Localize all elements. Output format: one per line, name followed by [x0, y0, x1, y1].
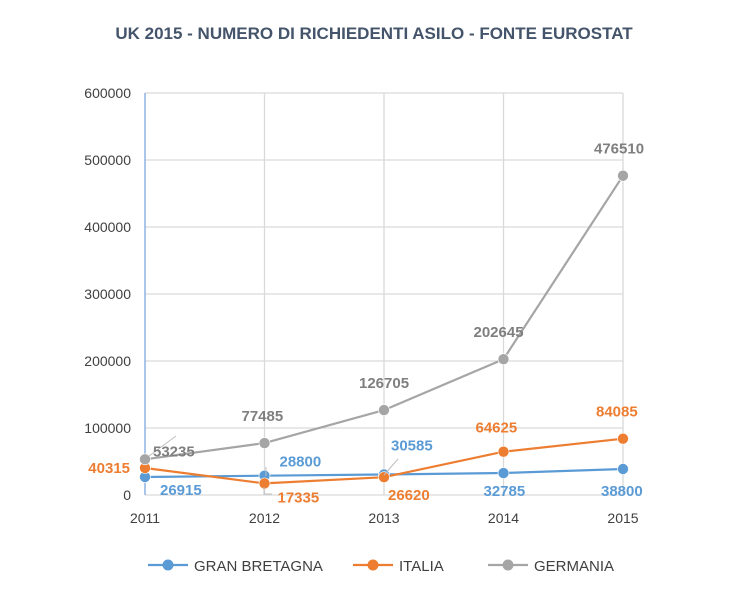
data-label: 40315: [88, 460, 130, 477]
y-tick-label: 0: [123, 487, 131, 503]
data-point: [617, 169, 629, 182]
y-tick-label: 100000: [84, 420, 131, 436]
legend-marker: [162, 559, 174, 571]
data-label: 38800: [601, 483, 643, 500]
chart-title: UK 2015 - NUMERO DI RICHIEDENTI ASILO - …: [115, 24, 633, 43]
data-point: [378, 404, 390, 416]
x-tick-label: 2012: [249, 510, 280, 526]
y-tick-label: 200000: [84, 353, 131, 369]
data-labels: 26915 28800 30585 32785 38800 40315 17335 26620…: [88, 141, 644, 507]
label-leader-line: [263, 487, 272, 495]
legend-label: ITALIA: [399, 558, 444, 575]
y-tick-label: 600000: [84, 85, 131, 101]
data-point: [617, 463, 629, 475]
axes: 0 100000 200000 300000 400000 500000 600000 201…: [84, 85, 638, 526]
y-tick-label: 300000: [84, 286, 131, 302]
data-point: [378, 471, 390, 483]
legend-item: ITALIA: [353, 558, 444, 575]
data-label: 126705: [359, 375, 409, 392]
y-tick-label: 400000: [84, 219, 131, 235]
data-label: 64625: [476, 420, 518, 437]
data-label: 30585: [391, 438, 433, 455]
x-tick-label: 2011: [130, 510, 160, 526]
data-label: 28800: [280, 454, 322, 471]
legend-marker: [502, 559, 514, 571]
data-label: 84085: [596, 404, 638, 421]
data-point: [497, 353, 510, 366]
data-label: 476510: [594, 141, 644, 158]
data-label: 32785: [484, 483, 526, 500]
legend-item: GERMANIA: [488, 558, 614, 575]
x-tick-label: 2014: [488, 510, 519, 526]
gridlines: [145, 92, 624, 496]
data-label: 53235: [153, 443, 195, 460]
y-tick-label: 500000: [84, 152, 131, 168]
data-point: [497, 445, 510, 458]
data-label: 202645: [474, 324, 524, 341]
legend-marker: [367, 559, 379, 571]
data-point: [258, 437, 271, 449]
label-leader-line: [148, 435, 177, 457]
x-tick-label: 2015: [607, 510, 638, 526]
data-point: [497, 467, 510, 479]
legend: GRAN BRETAGNA ITALIA GERMANIA: [148, 558, 614, 575]
legend-item: GRAN BRETAGNA: [148, 558, 323, 575]
legend-label: GRAN BRETAGNA: [194, 558, 323, 575]
data-point: [617, 432, 629, 445]
legend-label: GERMANIA: [534, 558, 614, 575]
x-tick-label: 2013: [368, 510, 399, 526]
data-label: 26620: [388, 487, 430, 504]
data-label: 77485: [242, 408, 284, 425]
data-label: 26915: [160, 482, 202, 499]
data-label: 17335: [278, 489, 320, 506]
label-leader-line: [383, 458, 399, 476]
data-point: [139, 453, 151, 466]
